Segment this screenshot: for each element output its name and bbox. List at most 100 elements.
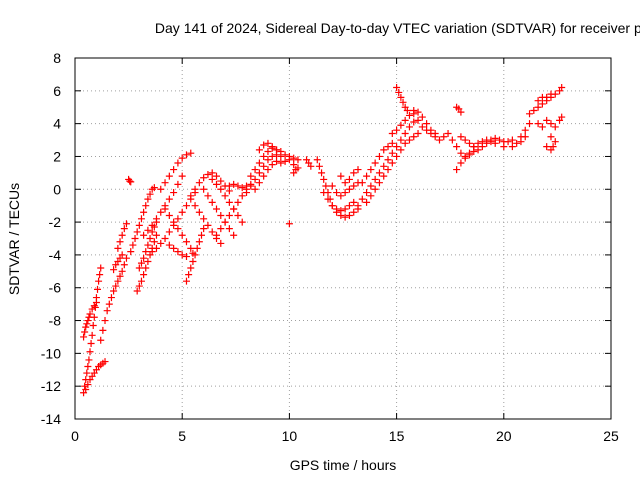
data-point bbox=[86, 348, 94, 356]
x-axis-label: GPS time / hours bbox=[290, 457, 397, 473]
data-point bbox=[264, 139, 272, 147]
data-point bbox=[187, 264, 195, 272]
data-point bbox=[538, 123, 546, 131]
data-point bbox=[341, 189, 349, 197]
data-point bbox=[513, 139, 521, 147]
data-point bbox=[388, 129, 396, 137]
data-point bbox=[401, 139, 409, 147]
data-point bbox=[234, 198, 242, 206]
data-point bbox=[81, 382, 89, 390]
data-point bbox=[371, 185, 379, 193]
data-point bbox=[549, 143, 557, 151]
data-point bbox=[405, 111, 413, 119]
data-point bbox=[225, 198, 233, 206]
data-point bbox=[251, 175, 259, 183]
data-point bbox=[197, 231, 205, 239]
data-point bbox=[290, 161, 298, 169]
data-point bbox=[294, 164, 302, 172]
data-point bbox=[110, 266, 118, 274]
data-point bbox=[118, 267, 126, 275]
data-point bbox=[86, 310, 94, 318]
data-point bbox=[135, 282, 143, 290]
data-point bbox=[508, 143, 516, 151]
data-point bbox=[337, 172, 345, 180]
data-point bbox=[410, 133, 418, 141]
data-point bbox=[320, 175, 328, 183]
data-point bbox=[431, 133, 439, 141]
y-tick-label: -2 bbox=[49, 214, 62, 230]
data-point bbox=[137, 215, 145, 223]
data-point bbox=[87, 340, 95, 348]
data-point bbox=[116, 272, 124, 280]
data-point bbox=[83, 369, 91, 377]
data-point bbox=[401, 129, 409, 137]
data-point bbox=[189, 257, 197, 265]
data-point bbox=[457, 159, 465, 167]
data-point bbox=[91, 303, 99, 311]
data-point bbox=[83, 320, 91, 328]
data-point bbox=[543, 116, 551, 124]
data-point bbox=[371, 159, 379, 167]
x-tick-label: 20 bbox=[496, 428, 512, 444]
x-tick-label: 10 bbox=[282, 428, 298, 444]
data-point bbox=[230, 180, 238, 188]
data-point bbox=[500, 138, 508, 146]
data-point bbox=[388, 159, 396, 167]
data-point bbox=[116, 238, 124, 246]
data-point bbox=[337, 212, 345, 220]
chart-title: Day 141 of 2024, Sidereal Day-to-day VTE… bbox=[155, 20, 640, 36]
data-point bbox=[474, 146, 482, 154]
data-point bbox=[414, 108, 422, 116]
data-point bbox=[551, 123, 559, 131]
data-point bbox=[534, 120, 542, 128]
data-point bbox=[375, 152, 383, 160]
data-point bbox=[395, 88, 403, 96]
data-point bbox=[384, 166, 392, 174]
data-point bbox=[217, 177, 225, 185]
data-point bbox=[131, 235, 139, 242]
data-point bbox=[157, 239, 165, 247]
data-point bbox=[478, 143, 486, 151]
data-point bbox=[182, 238, 190, 246]
data-point bbox=[120, 225, 128, 233]
data-point bbox=[367, 192, 375, 200]
data-point bbox=[393, 143, 401, 151]
data-point bbox=[101, 317, 109, 325]
data-point bbox=[137, 259, 145, 267]
data-point bbox=[204, 192, 212, 200]
data-point bbox=[127, 248, 135, 256]
data-point bbox=[110, 287, 118, 295]
data-point bbox=[397, 136, 405, 144]
data-point bbox=[170, 218, 178, 226]
y-tick-label: -8 bbox=[49, 313, 62, 329]
data-point bbox=[251, 166, 259, 174]
data-point bbox=[178, 172, 186, 180]
data-point bbox=[150, 238, 158, 246]
data-point bbox=[107, 294, 115, 302]
data-point bbox=[114, 244, 122, 252]
data-point bbox=[80, 333, 88, 341]
data-point bbox=[307, 162, 315, 170]
data-point bbox=[230, 205, 238, 213]
data-point bbox=[191, 185, 199, 193]
data-point bbox=[170, 189, 178, 197]
data-point bbox=[92, 298, 100, 306]
data-point bbox=[208, 228, 216, 236]
data-point bbox=[260, 162, 268, 170]
data-point bbox=[165, 228, 173, 236]
data-point bbox=[345, 175, 353, 183]
data-point bbox=[551, 138, 559, 146]
data-point bbox=[410, 110, 418, 118]
data-point bbox=[380, 172, 388, 180]
data-point bbox=[144, 226, 152, 234]
data-point bbox=[418, 113, 426, 121]
data-point bbox=[367, 166, 375, 174]
data-point bbox=[526, 120, 534, 128]
data-point bbox=[200, 174, 208, 182]
data-point bbox=[380, 162, 388, 170]
data-point bbox=[88, 331, 96, 339]
data-point bbox=[333, 189, 341, 197]
data-point bbox=[345, 202, 353, 210]
data-marks bbox=[80, 84, 566, 397]
